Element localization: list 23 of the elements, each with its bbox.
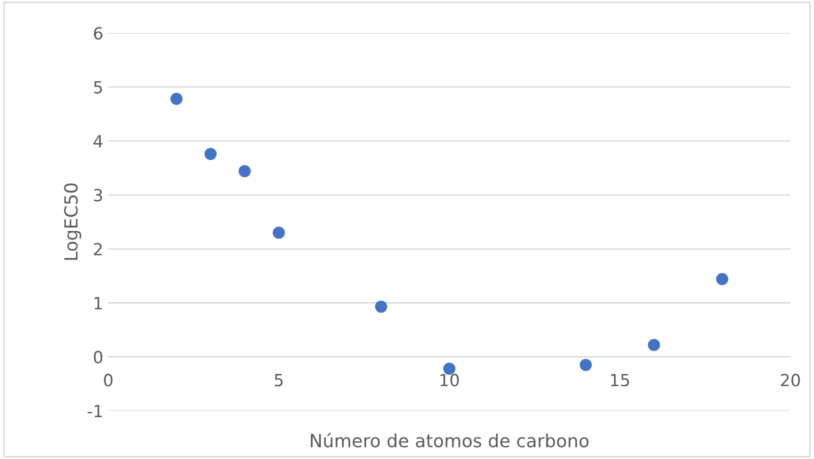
y-tick-label: 0 [94, 350, 102, 364]
y-axis-title: LogEC50 [64, 184, 82, 260]
y-tick-label: 4 [94, 135, 102, 148]
x-tick-label: 5 [274, 374, 283, 386]
y-tick-label: -1 [88, 404, 102, 418]
point [648, 338, 660, 352]
point [204, 148, 217, 160]
point [272, 226, 285, 239]
point [375, 300, 388, 313]
x-tick-label: 0 [104, 374, 112, 386]
point [238, 165, 251, 178]
x-tick-label: 20 [781, 374, 800, 386]
point [170, 92, 183, 105]
y-tick-label: 3 [94, 188, 102, 202]
y-tick-label: 1 [94, 297, 102, 310]
x-tick-label: 10 [440, 374, 459, 386]
y-tick-label: 5 [94, 81, 102, 94]
point [716, 273, 728, 286]
x-axis-title: Número de atomos de carbono [310, 432, 589, 448]
x-tick-label: 15 [611, 374, 630, 386]
y-tick-label: 6 [94, 27, 102, 40]
point [580, 358, 592, 372]
y-tick-label: 2 [94, 242, 102, 256]
